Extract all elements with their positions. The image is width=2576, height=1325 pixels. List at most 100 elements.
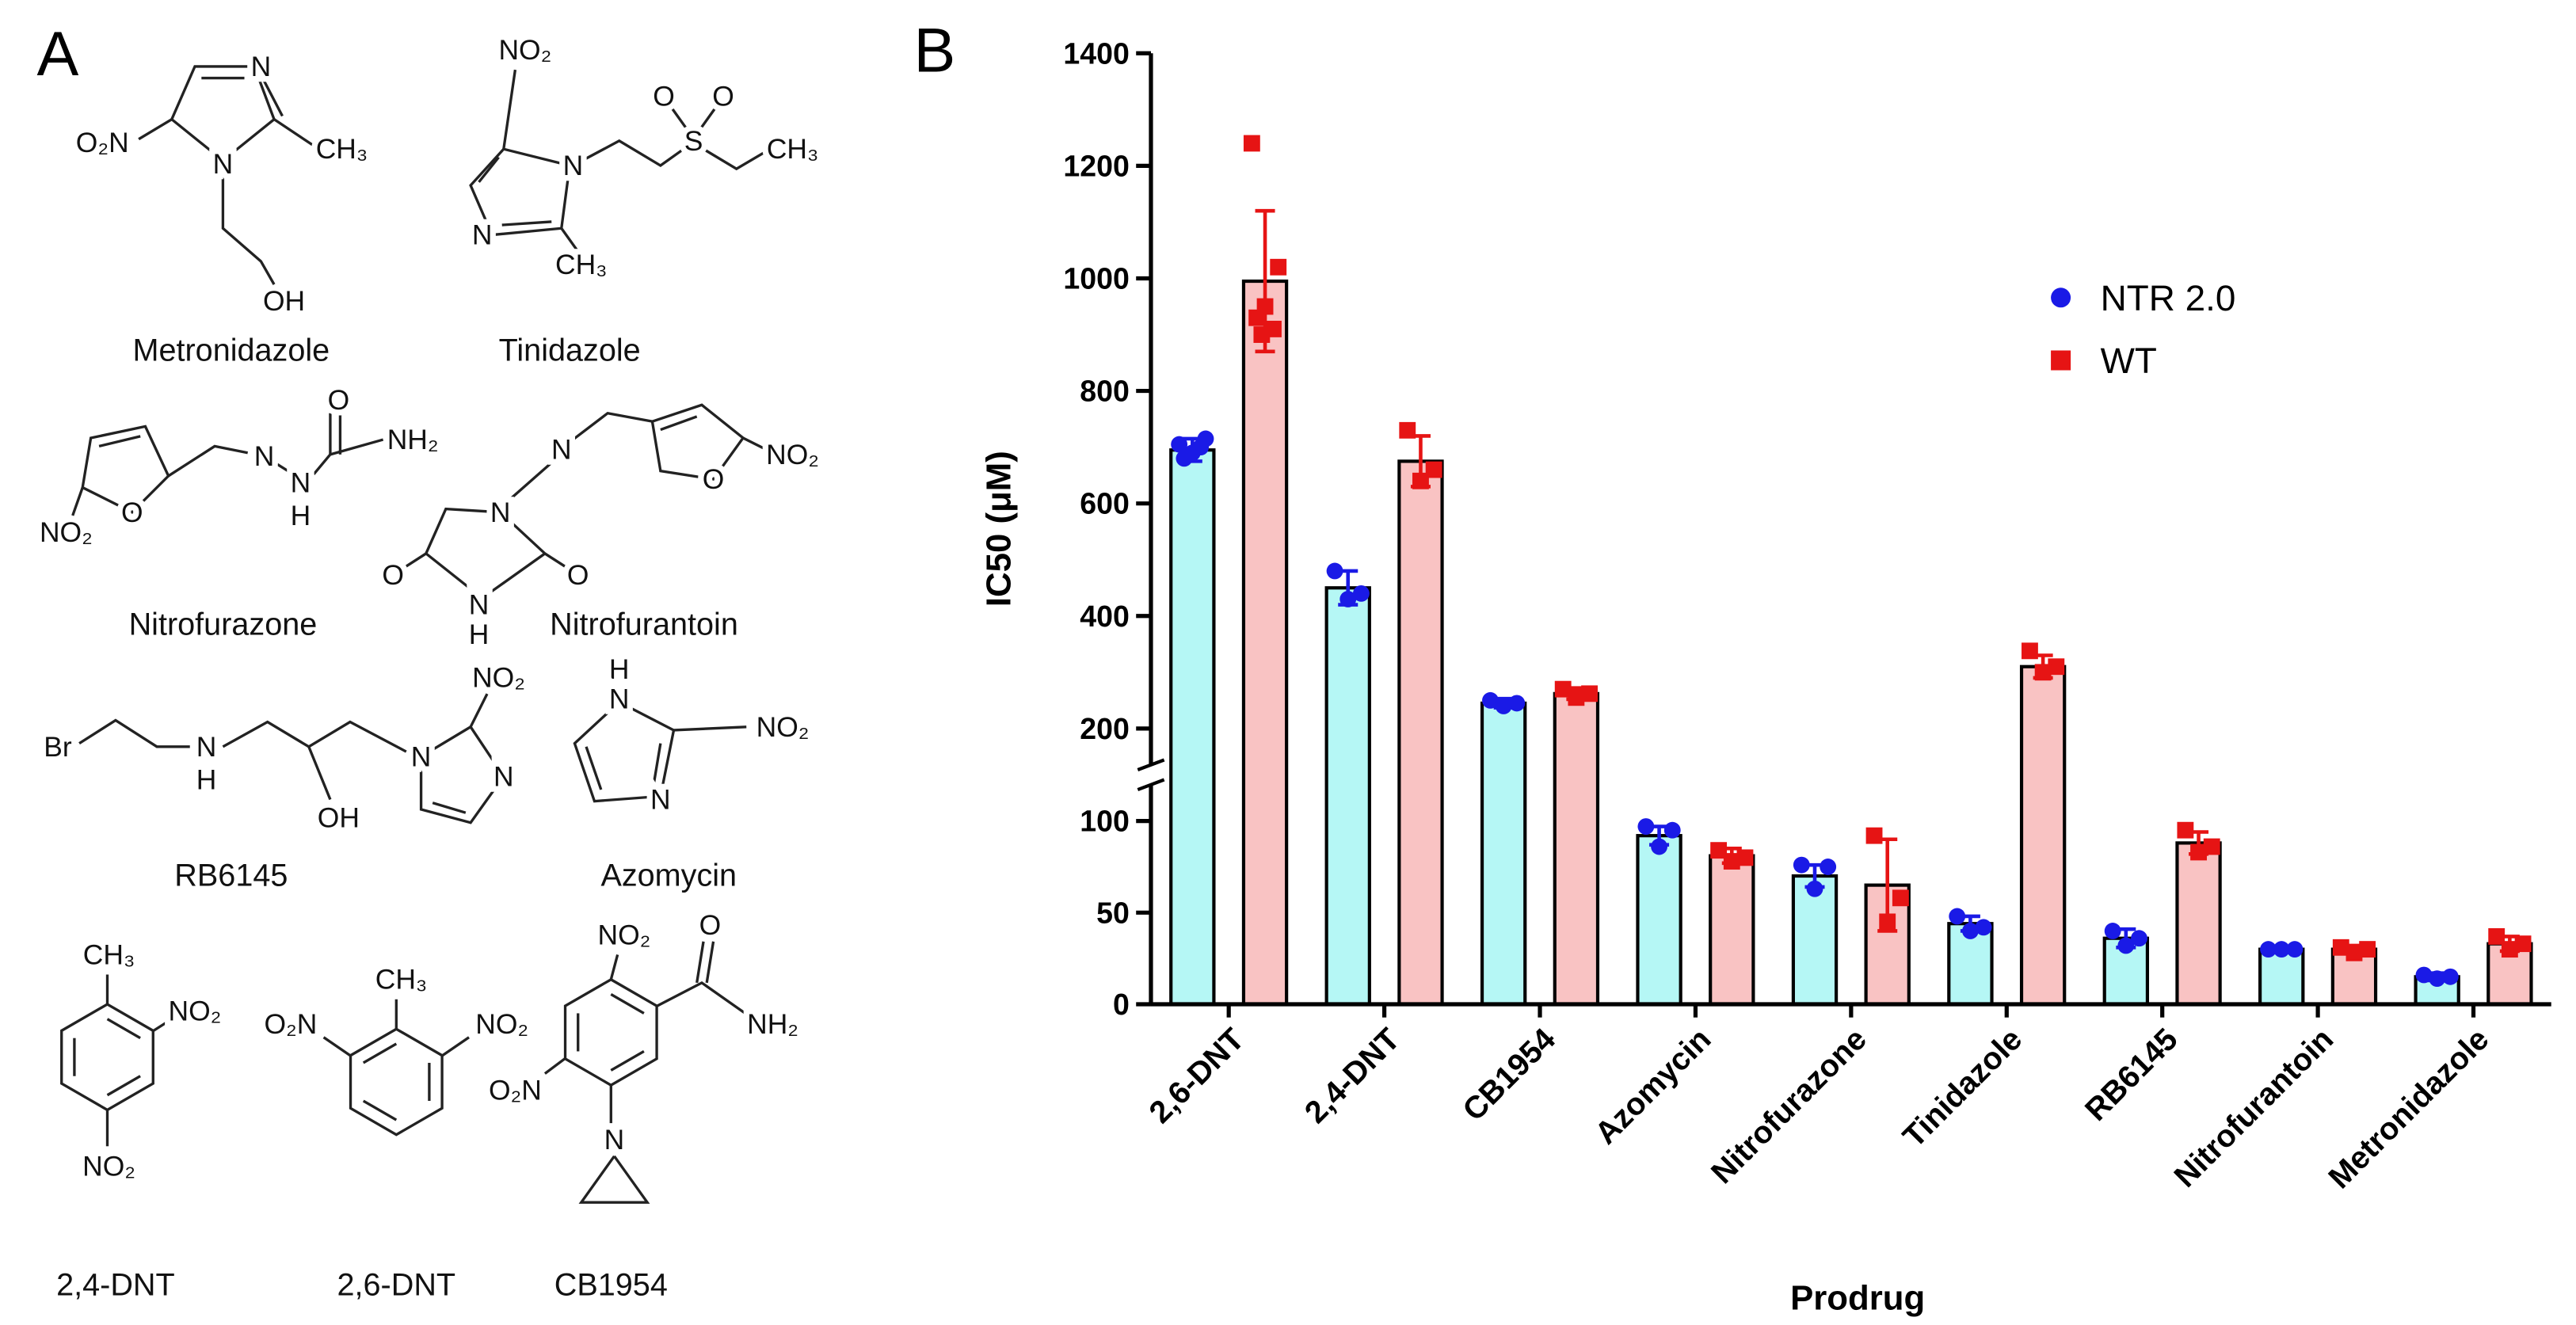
data-point: [2429, 970, 2446, 988]
bond: [221, 166, 276, 285]
data-point: [1352, 584, 1370, 602]
data-point: [2359, 941, 2376, 958]
compound-name: Metronidazole: [132, 333, 330, 368]
bar: [2019, 664, 2067, 1007]
atom-label: CH₃: [83, 939, 135, 970]
atom-label: N: [493, 760, 514, 792]
compound-name: CB1954: [554, 1267, 668, 1302]
atom-label: N: [604, 1124, 625, 1156]
data-point: [2345, 944, 2363, 961]
atom-label: NO₂: [756, 711, 810, 743]
y-tick-label: 1200: [1063, 149, 1129, 182]
bond: [572, 411, 653, 441]
bar: [1636, 834, 1682, 1007]
atom-label: N: [472, 219, 493, 251]
atom-label: N: [251, 51, 272, 82]
y-tick-label: 0: [1113, 988, 1130, 1021]
data-point: [1820, 859, 1837, 875]
atom-label: O: [703, 463, 725, 495]
atom-label: NH₂: [387, 424, 439, 455]
atom-label: NH₂: [747, 1008, 798, 1040]
atom-label: H: [196, 764, 217, 796]
data-point: [2273, 941, 2290, 958]
bond: [167, 444, 249, 478]
data-point: [1554, 680, 1572, 698]
data-point: [1806, 880, 1823, 897]
atom-label: CH₃: [316, 133, 368, 165]
bond: [259, 74, 284, 117]
bond: [656, 980, 748, 1015]
data-point: [2117, 937, 2135, 954]
data-point: [1723, 853, 1740, 870]
y-tick-label: 1000: [1063, 261, 1129, 295]
compound-name: 2,6-DNT: [337, 1267, 456, 1302]
double-bond: [362, 1042, 398, 1064]
atom-label: OH: [318, 801, 360, 833]
bond: [578, 1155, 650, 1204]
panel-label: B: [913, 15, 955, 86]
data-point: [2501, 941, 2518, 958]
bond: [650, 403, 745, 481]
bar: [1397, 459, 1444, 1007]
bond: [652, 743, 662, 783]
atom-label: O: [699, 909, 722, 941]
atom-label: O₂N: [489, 1074, 542, 1106]
bond: [78, 718, 190, 748]
double-bond: [106, 1018, 141, 1040]
x-axis-label: Prodrug: [1790, 1279, 1925, 1318]
data-point: [1892, 889, 1909, 907]
compound-name: 2,4-DNT: [56, 1267, 175, 1302]
bond: [402, 552, 427, 570]
data-point: [1637, 818, 1655, 835]
bond: [501, 220, 552, 227]
data-point: [1663, 821, 1681, 839]
data-point: [1793, 856, 1810, 874]
data-point: [1710, 842, 1728, 859]
atom-label: H: [291, 500, 311, 531]
double-bond: [362, 1099, 398, 1121]
bond: [742, 436, 768, 451]
y-tick-label: 800: [1080, 375, 1130, 408]
atom-label: NO₂: [82, 1150, 135, 1182]
data-point: [1326, 562, 1343, 580]
data-point: [1176, 450, 1193, 467]
data-point: [2190, 843, 2207, 861]
atom-label: N: [469, 589, 490, 621]
bond: [419, 725, 505, 824]
data-point: [2177, 821, 2194, 839]
atom-label: O: [328, 384, 350, 416]
data-point: [1865, 827, 1883, 844]
data-point: [1248, 309, 1266, 326]
atom-label: O: [121, 497, 143, 528]
data-point: [2034, 664, 2052, 681]
compound-name: Nitrofurazone: [129, 607, 318, 642]
data-point: [1736, 849, 1754, 866]
panel-label: A: [37, 18, 79, 89]
bond: [705, 941, 715, 984]
bond: [699, 105, 718, 131]
data-point: [2488, 927, 2506, 945]
atom-label: N: [291, 466, 311, 498]
legend-label: WT: [2101, 340, 2157, 381]
data-point: [1651, 838, 1667, 855]
data-point: [1412, 472, 1429, 489]
atom-label: NO₂: [498, 34, 551, 66]
data-point: [1399, 421, 1416, 439]
bond: [560, 227, 579, 253]
bond: [307, 746, 332, 801]
axis-break: [1137, 778, 1165, 791]
bar: [2258, 947, 2305, 1007]
data-point: [2048, 658, 2065, 676]
atom-label: N: [609, 683, 630, 714]
bar: [1241, 279, 1289, 1007]
atom-label: NO₂: [169, 995, 222, 1026]
y-tick-label: 200: [1080, 712, 1130, 745]
bar: [2175, 841, 2222, 1007]
bar: [1709, 854, 1755, 1007]
atom-label: N: [411, 741, 432, 772]
data-point: [2514, 935, 2532, 953]
atom-label: H: [469, 619, 490, 650]
atom-label: N: [551, 434, 572, 466]
data-point: [2131, 930, 2147, 947]
atom-label: O: [712, 80, 734, 112]
